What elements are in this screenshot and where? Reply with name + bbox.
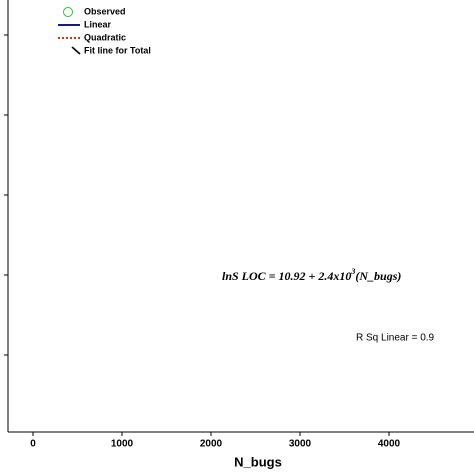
- x-axis-label: N_bugs: [234, 454, 282, 469]
- equation-tail: (N_bugs): [355, 269, 401, 283]
- x-tick-label: 4000: [378, 439, 401, 450]
- equation-sup: 3: [350, 267, 355, 276]
- equation: lnS LOC = 10.92 + 2.4x103(N_bugs): [222, 267, 401, 283]
- x-tick-label: 0: [30, 439, 36, 450]
- r-squared: R Sq Linear = 0.9: [356, 333, 435, 344]
- legend-marker: [63, 7, 73, 17]
- ticks: 0 1000 2000 3000 4000: [4, 34, 401, 450]
- equation-text: lnS LOC = 10.92 + 2.4x10: [222, 269, 351, 283]
- legend-label: Observed: [84, 6, 126, 16]
- legend-label: Quadratic: [84, 32, 126, 42]
- x-tick-label: 3000: [289, 439, 312, 450]
- x-tick-label: 2000: [200, 439, 223, 450]
- legend-line: [71, 46, 81, 55]
- legend-label: Linear: [84, 19, 112, 29]
- x-tick-label: 1000: [111, 439, 134, 450]
- legend: Observed Linear Quadratic Fit line for Tota…: [58, 6, 151, 55]
- legend-label: Fit line for Total: [84, 45, 151, 55]
